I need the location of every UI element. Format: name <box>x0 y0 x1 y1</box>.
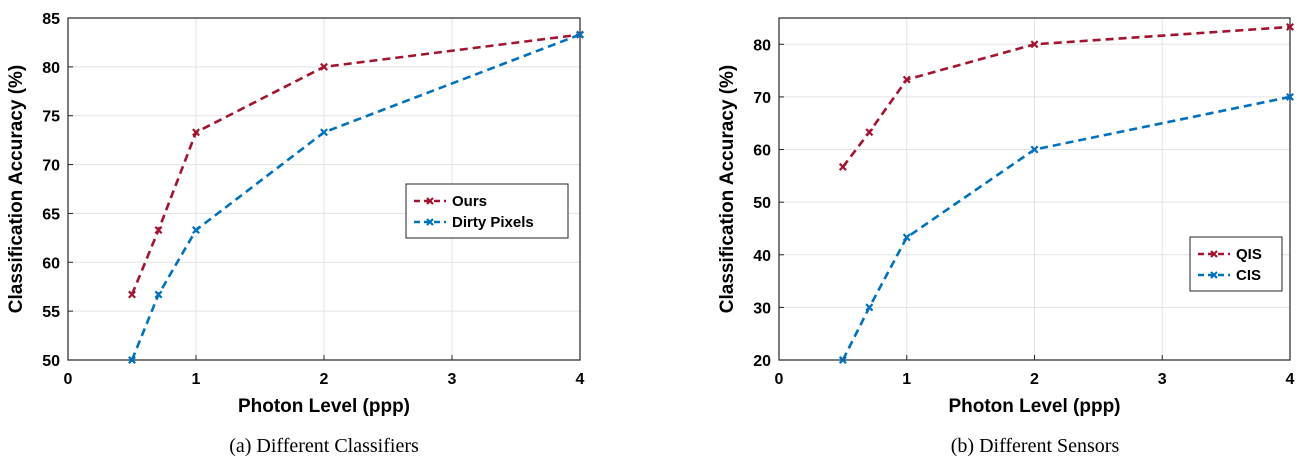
x-tick-label: 4 <box>576 371 585 388</box>
marker-stroke <box>128 290 136 299</box>
data-point-marker <box>1030 40 1039 49</box>
legend-label: QIS <box>1236 246 1262 263</box>
y-tick-label: 40 <box>753 248 771 265</box>
x-tick-label: 3 <box>448 371 457 388</box>
marker-stroke <box>838 162 847 171</box>
y-tick-label: 50 <box>42 353 60 370</box>
marker-stroke <box>154 290 163 299</box>
legend-marker <box>426 218 434 226</box>
legend-label: Ours <box>452 193 487 210</box>
marker-stroke <box>1286 22 1294 31</box>
data-point-marker <box>128 356 136 364</box>
plot-frame <box>778 17 1291 361</box>
marker-stroke <box>192 226 200 235</box>
marker-stroke <box>154 226 163 235</box>
data-point-marker <box>128 290 136 299</box>
legend: Ours Dirty Pixels <box>405 183 569 239</box>
panel-caption: (a) Different Classifiers <box>229 435 419 457</box>
marker-stroke <box>1030 40 1039 49</box>
x-tick-label: 3 <box>1158 371 1167 388</box>
y-tick-label: 50 <box>753 195 771 212</box>
data-point-marker <box>192 226 200 235</box>
data-point-marker <box>154 226 163 235</box>
marker-stroke <box>902 233 911 242</box>
data-point-marker <box>192 128 200 137</box>
y-tick-label: 75 <box>42 109 60 126</box>
data-point-marker <box>576 30 584 39</box>
x-tick-label: 1 <box>192 371 201 388</box>
data-point-marker <box>154 290 163 299</box>
marker-stroke <box>865 303 874 312</box>
plot-frame <box>67 17 581 361</box>
data-point-marker <box>838 356 847 364</box>
y-tick-label: 85 <box>42 11 60 28</box>
data-point-marker <box>865 128 874 137</box>
data-point-marker <box>902 75 911 84</box>
y-tick-label: 30 <box>753 300 771 317</box>
y-tick-label: 65 <box>42 206 60 223</box>
y-axis-label: Classification Accuracy (%) <box>717 65 738 314</box>
marker-stroke <box>1286 92 1294 101</box>
series-line-cis <box>841 95 1291 361</box>
y-tick-label: 70 <box>753 90 771 107</box>
legend-marker <box>1210 271 1218 279</box>
data-point-marker <box>320 128 328 137</box>
chart-panel-b: 20 30 40 50 60 70 80 0 1 2 3 4 QIS CIS Photon Level (p… <box>717 17 1295 457</box>
y-tick-label: 60 <box>753 143 771 160</box>
legend-box <box>405 183 569 239</box>
y-tick-label: 55 <box>42 304 60 321</box>
legend-marker <box>1210 250 1218 258</box>
marker-stroke <box>865 128 874 137</box>
data-point-marker <box>1286 22 1294 31</box>
x-tick-label: 2 <box>320 371 329 388</box>
x-axis-label: Photon Level (ppp) <box>948 396 1120 417</box>
x-tick-label: 0 <box>64 371 73 388</box>
y-tick-label: 60 <box>42 255 60 272</box>
data-point-marker <box>838 162 847 171</box>
legend-marker <box>426 197 434 205</box>
marker-stroke <box>192 128 200 137</box>
marker-stroke <box>128 356 136 364</box>
marker-stroke <box>838 356 847 364</box>
data-point-marker <box>865 303 874 312</box>
legend-label: Dirty Pixels <box>452 214 534 231</box>
y-tick-label: 20 <box>753 353 771 370</box>
marker-stroke <box>320 128 328 137</box>
data-point-marker <box>320 62 328 71</box>
data-point-marker <box>1286 92 1294 101</box>
legend-label: CIS <box>1236 267 1261 284</box>
marker-stroke <box>320 62 328 71</box>
x-tick-label: 1 <box>902 371 911 388</box>
chart-panel-a: 50 55 60 65 70 75 80 85 0 1 2 3 4 Ours Dirty Pixels Pho… <box>6 11 585 457</box>
panel-caption: (b) Different Sensors <box>951 435 1120 457</box>
x-axis-label: Photon Level (ppp) <box>238 396 410 417</box>
y-axis-label: Classification Accuracy (%) <box>6 65 27 314</box>
data-point-marker <box>902 233 911 242</box>
legend-box <box>1189 236 1283 292</box>
y-tick-label: 80 <box>753 37 771 54</box>
x-tick-label: 0 <box>775 371 784 388</box>
x-tick-label: 4 <box>1286 371 1295 388</box>
marker-stroke <box>1030 145 1039 154</box>
x-tick-label: 2 <box>1030 371 1039 388</box>
legend: QIS CIS <box>1189 236 1283 292</box>
marker-stroke <box>576 30 584 39</box>
data-point-marker <box>1030 145 1039 154</box>
y-tick-label: 70 <box>42 158 60 175</box>
y-tick-label: 80 <box>42 60 60 77</box>
marker-stroke <box>902 75 911 84</box>
